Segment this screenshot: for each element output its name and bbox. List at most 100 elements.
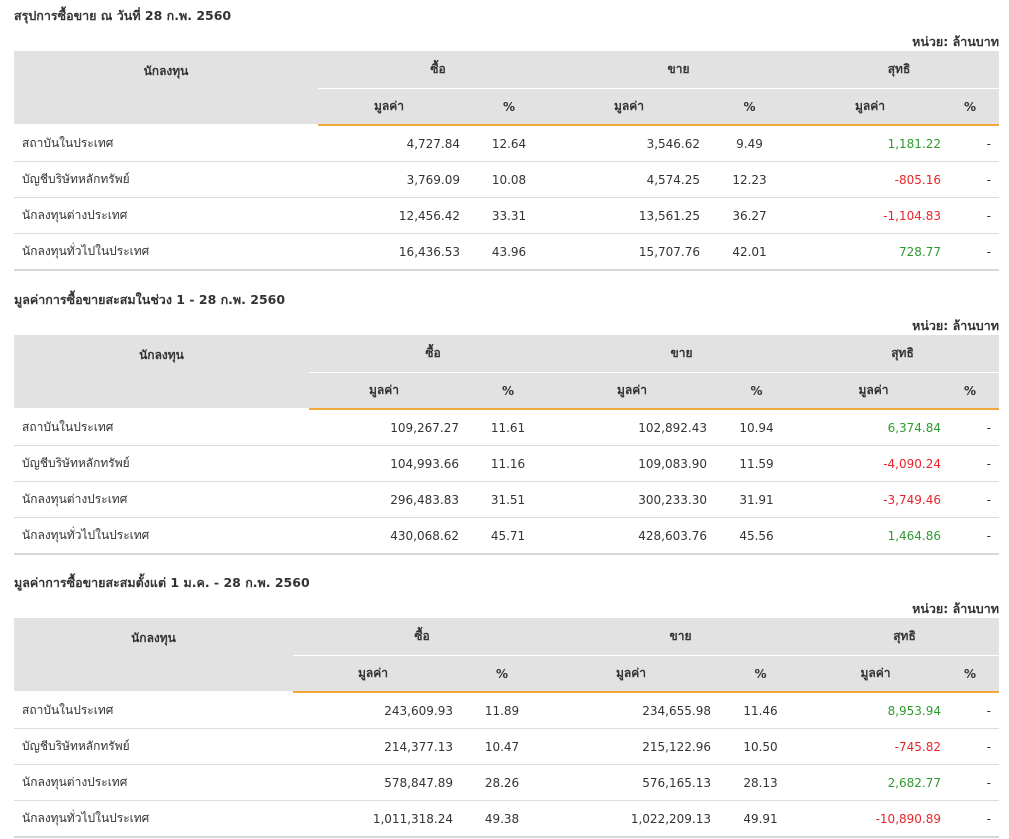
- buy-percent: 10.47: [453, 728, 551, 765]
- header-buy-value: มูลค่า: [309, 372, 459, 410]
- header-buy: ซื้อ: [318, 51, 558, 89]
- buy-value: 296,483.83: [309, 481, 459, 518]
- net-value: -745.82: [810, 728, 941, 765]
- net-value: 1,464.86: [806, 517, 941, 555]
- buy-value: 214,377.13: [293, 728, 453, 765]
- trading-table: นักลงทุน ซื้อ ขาย สุทธิ มูลค่า % มูลค่า …: [14, 618, 999, 838]
- header-net-value: มูลค่า: [806, 372, 941, 410]
- buy-percent: 43.96: [460, 233, 558, 271]
- sell-percent: 9.49: [700, 125, 799, 162]
- table-row: นักลงทุนทั่วไปในประเทศ 1,011,318.24 49.3…: [14, 800, 999, 838]
- table-row: บัญชีบริษัทหลักทรัพย์ 104,993.66 11.16 1…: [14, 445, 999, 482]
- unit-label: หน่วย: ล้านบาท: [912, 34, 999, 49]
- net-percent: -: [941, 161, 999, 198]
- sell-value: 15,707.76: [558, 233, 700, 271]
- table-row: บัญชีบริษัทหลักทรัพย์ 3,769.09 10.08 4,5…: [14, 161, 999, 198]
- buy-percent: 11.16: [459, 445, 557, 482]
- header-buy-value: มูลค่า: [318, 88, 460, 126]
- sell-percent: 11.59: [707, 445, 806, 482]
- header-net: สุทธิ: [806, 335, 999, 373]
- unit-label: หน่วย: ล้านบาท: [912, 601, 999, 616]
- investor-name: นักลงทุนทั่วไปในประเทศ: [14, 517, 309, 555]
- buy-value: 12,456.42: [318, 197, 460, 234]
- section-monthly-cumulative: มูลค่าการซื้อขายสะสมในช่วง 1 - 28 ก.พ. 2…: [14, 290, 999, 555]
- section-title: มูลค่าการซื้อขายสะสมตั้งแต่ 1 ม.ค. - 28 …: [14, 575, 310, 590]
- net-percent: -: [941, 728, 999, 765]
- header-buy-value: มูลค่า: [293, 655, 453, 693]
- table-row: นักลงทุนต่างประเทศ 296,483.83 31.51 300,…: [14, 481, 999, 518]
- net-value: 6,374.84: [806, 409, 941, 446]
- buy-percent: 45.71: [459, 517, 557, 555]
- header-investor: นักลงทุน: [14, 335, 309, 410]
- header-net-value: มูลค่า: [799, 88, 941, 126]
- investor-name: บัญชีบริษัทหลักทรัพย์: [14, 445, 309, 482]
- table-row: สถาบันในประเทศ 243,609.93 11.89 234,655.…: [14, 692, 999, 729]
- sell-value: 102,892.43: [557, 409, 707, 446]
- header-buy: ซื้อ: [309, 335, 557, 373]
- net-percent: -: [941, 517, 999, 555]
- header-sell-value: มูลค่า: [557, 372, 707, 410]
- buy-value: 104,993.66: [309, 445, 459, 482]
- table-row: สถาบันในประเทศ 4,727.84 12.64 3,546.62 9…: [14, 125, 999, 162]
- sell-value: 300,233.30: [557, 481, 707, 518]
- investor-name: สถาบันในประเทศ: [14, 409, 309, 446]
- sell-percent: 36.27: [700, 197, 799, 234]
- section-title: มูลค่าการซื้อขายสะสมในช่วง 1 - 28 ก.พ. 2…: [14, 292, 286, 307]
- header-sell-percent: %: [707, 372, 806, 410]
- unit-label: หน่วย: ล้านบาท: [912, 318, 999, 333]
- header-net-value: มูลค่า: [810, 655, 941, 693]
- sell-value: 3,546.62: [558, 125, 700, 162]
- buy-percent: 10.08: [460, 161, 558, 198]
- sell-percent: 31.91: [707, 481, 806, 518]
- table-row: สถาบันในประเทศ 109,267.27 11.61 102,892.…: [14, 409, 999, 446]
- header-buy-percent: %: [453, 655, 551, 693]
- table-row: นักลงทุนทั่วไปในประเทศ 16,436.53 43.96 1…: [14, 233, 999, 271]
- header-sell-percent: %: [711, 655, 810, 693]
- buy-value: 430,068.62: [309, 517, 459, 555]
- header-sell-percent: %: [700, 88, 799, 126]
- sell-percent: 10.94: [707, 409, 806, 446]
- header-net-percent: %: [941, 655, 999, 693]
- buy-percent: 11.61: [459, 409, 557, 446]
- buy-percent: 31.51: [459, 481, 557, 518]
- buy-percent: 49.38: [453, 800, 551, 838]
- investor-name: นักลงทุนทั่วไปในประเทศ: [14, 233, 318, 271]
- header-sell: ขาย: [558, 51, 799, 89]
- net-percent: -: [941, 692, 999, 729]
- net-percent: -: [941, 445, 999, 482]
- investor-name: นักลงทุนต่างประเทศ: [14, 764, 293, 801]
- net-percent: -: [941, 764, 999, 801]
- net-percent: -: [941, 409, 999, 446]
- buy-value: 4,727.84: [318, 125, 460, 162]
- header-net: สุทธิ: [810, 618, 999, 656]
- header-sell: ขาย: [551, 618, 810, 656]
- net-value: 2,682.77: [810, 764, 941, 801]
- header-investor: นักลงทุน: [14, 51, 318, 126]
- sell-value: 428,603.76: [557, 517, 707, 555]
- sell-value: 576,165.13: [551, 764, 711, 801]
- investor-name: บัญชีบริษัทหลักทรัพย์: [14, 161, 318, 198]
- buy-percent: 11.89: [453, 692, 551, 729]
- net-percent: -: [941, 125, 999, 162]
- investor-name: สถาบันในประเทศ: [14, 125, 318, 162]
- table-row: นักลงทุนทั่วไปในประเทศ 430,068.62 45.71 …: [14, 517, 999, 555]
- sell-value: 234,655.98: [551, 692, 711, 729]
- trading-table: นักลงทุน ซื้อ ขาย สุทธิ มูลค่า % มูลค่า …: [14, 335, 999, 555]
- sell-value: 215,122.96: [551, 728, 711, 765]
- investor-name: บัญชีบริษัทหลักทรัพย์: [14, 728, 293, 765]
- sell-value: 4,574.25: [558, 161, 700, 198]
- header-buy: ซื้อ: [293, 618, 551, 656]
- buy-value: 578,847.89: [293, 764, 453, 801]
- header-sell-value: มูลค่า: [558, 88, 700, 126]
- sell-percent: 42.01: [700, 233, 799, 271]
- net-percent: -: [941, 481, 999, 518]
- sell-value: 109,083.90: [557, 445, 707, 482]
- sell-percent: 49.91: [711, 800, 810, 838]
- sell-percent: 45.56: [707, 517, 806, 555]
- table-row: นักลงทุนต่างประเทศ 578,847.89 28.26 576,…: [14, 764, 999, 801]
- net-value: 1,181.22: [799, 125, 941, 162]
- net-value: -4,090.24: [806, 445, 941, 482]
- header-sell-value: มูลค่า: [551, 655, 711, 693]
- buy-value: 1,011,318.24: [293, 800, 453, 838]
- header-net: สุทธิ: [799, 51, 999, 89]
